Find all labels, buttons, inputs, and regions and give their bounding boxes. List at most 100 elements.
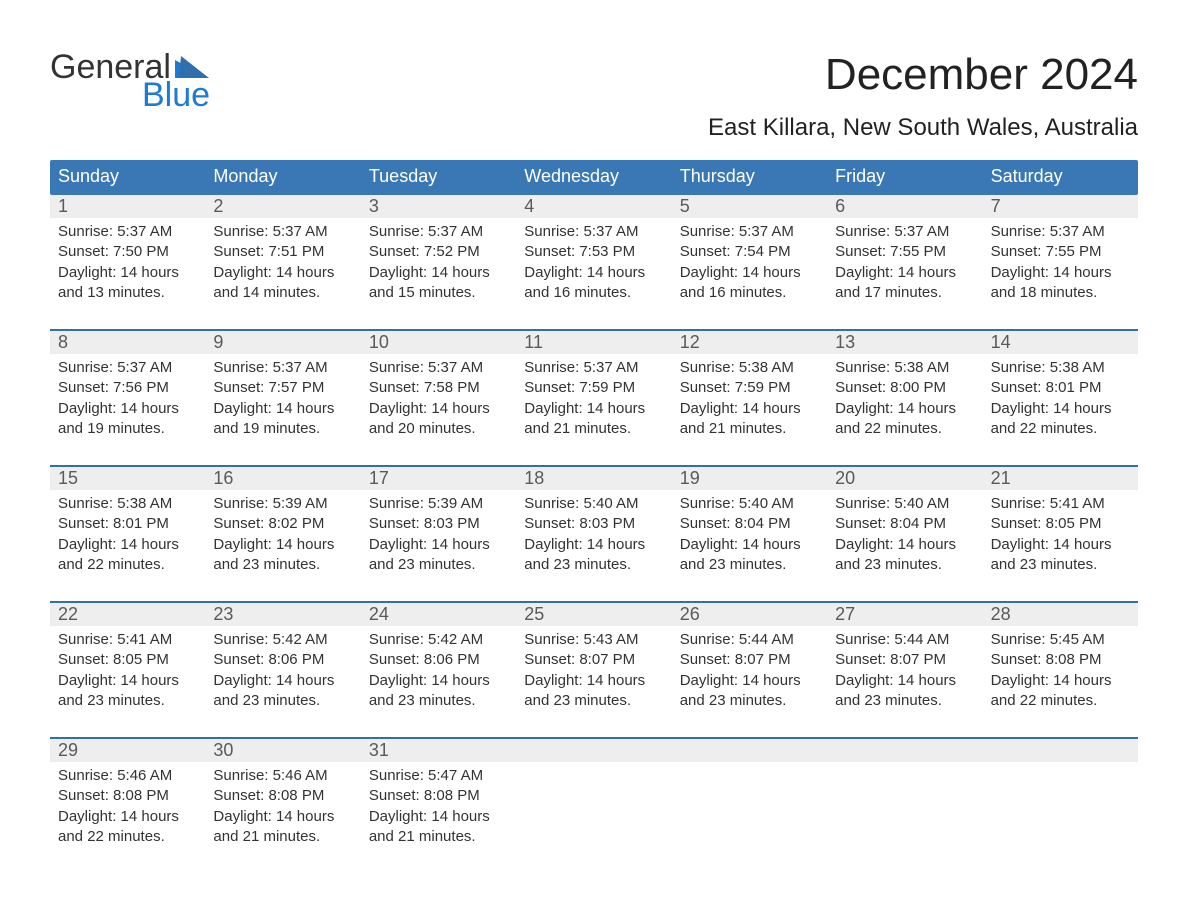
sunrise-line: Sunrise: 5:37 AM (58, 358, 197, 378)
sunrise-line: Sunrise: 5:41 AM (58, 630, 197, 650)
day-number: 17 (361, 467, 516, 490)
sunrise-line: Sunrise: 5:44 AM (680, 630, 819, 650)
daylight-line: Daylight: 14 hours and 16 minutes. (524, 263, 663, 304)
calendar-day-cell (983, 739, 1138, 859)
day-details: Sunrise: 5:39 AMSunset: 8:03 PMDaylight:… (361, 490, 516, 587)
calendar-day-cell (516, 739, 671, 859)
day-details: Sunrise: 5:43 AMSunset: 8:07 PMDaylight:… (516, 626, 671, 723)
daylight-line: Daylight: 14 hours and 14 minutes. (213, 263, 352, 304)
day-number: 10 (361, 331, 516, 354)
dow-header-cell: Friday (827, 160, 982, 195)
sunset-line: Sunset: 8:04 PM (680, 514, 819, 534)
dow-header-row: SundayMondayTuesdayWednesdayThursdayFrid… (50, 160, 1138, 195)
sunrise-line: Sunrise: 5:38 AM (991, 358, 1130, 378)
sunrise-line: Sunrise: 5:41 AM (991, 494, 1130, 514)
calendar-day-cell: 17Sunrise: 5:39 AMSunset: 8:03 PMDayligh… (361, 467, 516, 587)
calendar-day-cell: 11Sunrise: 5:37 AMSunset: 7:59 PMDayligh… (516, 331, 671, 451)
daylight-line: Daylight: 14 hours and 23 minutes. (58, 671, 197, 712)
dow-header-cell: Wednesday (516, 160, 671, 195)
sunset-line: Sunset: 8:07 PM (680, 650, 819, 670)
sunrise-line: Sunrise: 5:39 AM (213, 494, 352, 514)
day-number: 1 (50, 195, 205, 218)
sunrise-line: Sunrise: 5:40 AM (680, 494, 819, 514)
day-details: Sunrise: 5:41 AMSunset: 8:05 PMDaylight:… (50, 626, 205, 723)
day-number: 23 (205, 603, 360, 626)
sunset-line: Sunset: 7:52 PM (369, 242, 508, 262)
calendar-day-cell: 2Sunrise: 5:37 AMSunset: 7:51 PMDaylight… (205, 195, 360, 315)
daylight-line: Daylight: 14 hours and 21 minutes. (369, 807, 508, 848)
sunset-line: Sunset: 7:51 PM (213, 242, 352, 262)
daylight-line: Daylight: 14 hours and 23 minutes. (680, 535, 819, 576)
daylight-line: Daylight: 14 hours and 22 minutes. (991, 399, 1130, 440)
day-number: 7 (983, 195, 1138, 218)
daylight-line: Daylight: 14 hours and 22 minutes. (58, 807, 197, 848)
sunrise-line: Sunrise: 5:39 AM (369, 494, 508, 514)
calendar-day-cell: 5Sunrise: 5:37 AMSunset: 7:54 PMDaylight… (672, 195, 827, 315)
sunset-line: Sunset: 7:59 PM (680, 378, 819, 398)
daylight-line: Daylight: 14 hours and 23 minutes. (213, 535, 352, 576)
day-details: Sunrise: 5:40 AMSunset: 8:04 PMDaylight:… (827, 490, 982, 587)
sunset-line: Sunset: 8:07 PM (524, 650, 663, 670)
calendar-day-cell: 27Sunrise: 5:44 AMSunset: 8:07 PMDayligh… (827, 603, 982, 723)
calendar-week: 1Sunrise: 5:37 AMSunset: 7:50 PMDaylight… (50, 195, 1138, 315)
sunrise-line: Sunrise: 5:37 AM (524, 222, 663, 242)
day-number: 9 (205, 331, 360, 354)
calendar-day-cell: 10Sunrise: 5:37 AMSunset: 7:58 PMDayligh… (361, 331, 516, 451)
calendar-day-cell: 16Sunrise: 5:39 AMSunset: 8:02 PMDayligh… (205, 467, 360, 587)
calendar-day-cell: 13Sunrise: 5:38 AMSunset: 8:00 PMDayligh… (827, 331, 982, 451)
daylight-line: Daylight: 14 hours and 20 minutes. (369, 399, 508, 440)
sunset-line: Sunset: 7:50 PM (58, 242, 197, 262)
day-number: 5 (672, 195, 827, 218)
day-details (983, 762, 1138, 778)
calendar-day-cell: 29Sunrise: 5:46 AMSunset: 8:08 PMDayligh… (50, 739, 205, 859)
day-details: Sunrise: 5:37 AMSunset: 7:59 PMDaylight:… (516, 354, 671, 451)
calendar-day-cell: 18Sunrise: 5:40 AMSunset: 8:03 PMDayligh… (516, 467, 671, 587)
day-number: 3 (361, 195, 516, 218)
day-details: Sunrise: 5:37 AMSunset: 7:50 PMDaylight:… (50, 218, 205, 315)
sunrise-line: Sunrise: 5:43 AM (524, 630, 663, 650)
sunset-line: Sunset: 8:06 PM (213, 650, 352, 670)
sunrise-line: Sunrise: 5:47 AM (369, 766, 508, 786)
daylight-line: Daylight: 14 hours and 23 minutes. (369, 671, 508, 712)
day-details: Sunrise: 5:46 AMSunset: 8:08 PMDaylight:… (50, 762, 205, 859)
sunset-line: Sunset: 8:01 PM (991, 378, 1130, 398)
calendar-day-cell: 3Sunrise: 5:37 AMSunset: 7:52 PMDaylight… (361, 195, 516, 315)
day-number: 19 (672, 467, 827, 490)
sunset-line: Sunset: 8:06 PM (369, 650, 508, 670)
day-details: Sunrise: 5:40 AMSunset: 8:03 PMDaylight:… (516, 490, 671, 587)
calendar-week: 29Sunrise: 5:46 AMSunset: 8:08 PMDayligh… (50, 737, 1138, 859)
day-details: Sunrise: 5:47 AMSunset: 8:08 PMDaylight:… (361, 762, 516, 859)
daylight-line: Daylight: 14 hours and 22 minutes. (58, 535, 197, 576)
day-details (672, 762, 827, 778)
daylight-line: Daylight: 14 hours and 23 minutes. (524, 671, 663, 712)
day-number: 15 (50, 467, 205, 490)
day-number: 11 (516, 331, 671, 354)
calendar-day-cell: 20Sunrise: 5:40 AMSunset: 8:04 PMDayligh… (827, 467, 982, 587)
day-details: Sunrise: 5:37 AMSunset: 7:51 PMDaylight:… (205, 218, 360, 315)
day-details: Sunrise: 5:37 AMSunset: 7:58 PMDaylight:… (361, 354, 516, 451)
sunset-line: Sunset: 8:07 PM (835, 650, 974, 670)
sunrise-line: Sunrise: 5:46 AM (58, 766, 197, 786)
calendar-day-cell: 8Sunrise: 5:37 AMSunset: 7:56 PMDaylight… (50, 331, 205, 451)
sunrise-line: Sunrise: 5:37 AM (835, 222, 974, 242)
day-details: Sunrise: 5:46 AMSunset: 8:08 PMDaylight:… (205, 762, 360, 859)
calendar-day-cell: 26Sunrise: 5:44 AMSunset: 8:07 PMDayligh… (672, 603, 827, 723)
sunrise-line: Sunrise: 5:40 AM (524, 494, 663, 514)
sunrise-line: Sunrise: 5:38 AM (58, 494, 197, 514)
sunset-line: Sunset: 7:54 PM (680, 242, 819, 262)
daylight-line: Daylight: 14 hours and 19 minutes. (213, 399, 352, 440)
daylight-line: Daylight: 14 hours and 19 minutes. (58, 399, 197, 440)
day-number: 25 (516, 603, 671, 626)
calendar-day-cell: 12Sunrise: 5:38 AMSunset: 7:59 PMDayligh… (672, 331, 827, 451)
day-number (516, 739, 671, 762)
logo-text-blue: Blue (142, 78, 210, 112)
day-number: 31 (361, 739, 516, 762)
calendar-day-cell: 1Sunrise: 5:37 AMSunset: 7:50 PMDaylight… (50, 195, 205, 315)
daylight-line: Daylight: 14 hours and 23 minutes. (524, 535, 663, 576)
day-details (516, 762, 671, 778)
calendar-week: 22Sunrise: 5:41 AMSunset: 8:05 PMDayligh… (50, 601, 1138, 723)
day-number: 13 (827, 331, 982, 354)
dow-header-cell: Tuesday (361, 160, 516, 195)
daylight-line: Daylight: 14 hours and 23 minutes. (835, 535, 974, 576)
day-details: Sunrise: 5:38 AMSunset: 8:00 PMDaylight:… (827, 354, 982, 451)
